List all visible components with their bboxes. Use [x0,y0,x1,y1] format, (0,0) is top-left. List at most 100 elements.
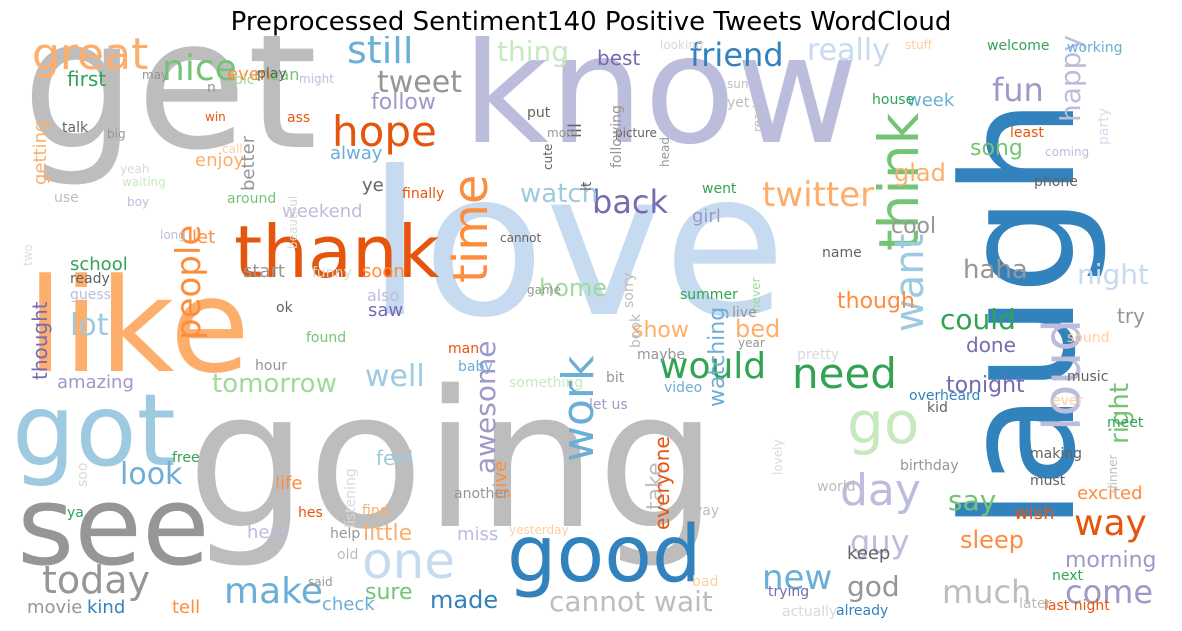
word-head: head [658,136,672,167]
word-listening: listening [343,467,359,528]
word-go: go [847,389,920,457]
word-n: n [207,80,216,96]
word-keep: keep [847,543,891,564]
word-went: went [702,181,737,197]
word-home: home [539,274,608,302]
word-even: even [227,64,272,85]
word-working: working [1067,40,1123,56]
word-bad: bad [692,574,719,590]
word-meet: meet [1107,415,1144,431]
word-morning: morning [1065,548,1157,573]
word-tomorrow: tomorrow [212,369,337,399]
word-done: done [966,333,1016,357]
word-hope: hope [332,107,437,156]
word-bit: bit [606,370,625,386]
word-best: best [597,46,641,70]
word-like: like [27,250,250,402]
word-mom: mom [547,126,578,140]
word-sun: sun [727,77,749,91]
word-phone: phone [1034,174,1078,190]
word-cool: cool [891,214,937,239]
word-made: made [430,586,499,614]
word-said: said [308,575,333,589]
word-old: old [337,547,359,563]
word-pretty: pretty [797,347,840,363]
word-party: party [1096,108,1112,145]
word-going: going [187,350,718,571]
word-next: next [1052,568,1084,584]
word-something: something [509,375,584,391]
word-week: week [907,90,955,111]
word-getting: getting [30,120,51,185]
wordcloud-title: Preprocessed Sentiment140 Positive Tweet… [230,7,952,37]
word-see: see [17,462,210,590]
word-world: world [817,479,856,495]
word-sorry: sorry [621,272,637,308]
word-boy: boy [127,195,150,209]
word-baby: baby [458,359,493,375]
word-guy: guy [850,523,910,561]
word-want: want [887,233,933,332]
word-find: find [362,503,389,519]
word-day: day [840,465,921,516]
word-tell: tell [172,597,201,618]
word-really: really [807,36,890,68]
word-already: already [836,603,889,619]
word-get: get [22,36,318,190]
word-know: know [462,36,859,178]
word-win: win [205,110,226,124]
word-soo: soo [75,462,91,488]
word-movie: movie [27,597,83,618]
word-could: could [940,303,1016,336]
word-also: also [367,286,400,305]
word-funny: funny [312,265,352,281]
word-tonight: tonight [946,373,1025,398]
word-finally: finally [402,186,445,202]
word-least: least [1010,125,1044,141]
word-actually: actually [782,604,838,620]
word-may: may [142,68,169,82]
word-girl: girl [692,206,721,227]
word-ye: ye [362,175,384,196]
word-good: good [507,510,702,600]
word-right: right [1105,382,1135,444]
word-love: love [367,129,787,362]
word-miss: miss [457,524,499,545]
word-check: check [322,594,375,615]
word-thank: thank [234,210,440,294]
word-play: play [257,66,287,82]
word-around: around [227,191,277,207]
word-god: god [847,570,900,603]
word-show: show [632,318,689,343]
word-let-us: let us [589,397,628,413]
word-saw: saw [368,300,404,321]
word-following: following [609,104,625,168]
word-year: year [738,336,765,350]
word-sure: sure [365,580,413,605]
word-night: night [1077,258,1150,291]
word-bed: bed [735,315,781,343]
word-ready: ready [70,271,110,287]
word-put: put [527,105,551,121]
word-cannot: cannot [500,231,542,245]
word-welcome: welcome [987,38,1050,54]
word-great: great [32,36,149,80]
word-stuff: stuff [905,38,932,52]
word-maybe: maybe [637,347,686,363]
wordcloud-canvas: love get know laugh going like see got thank good… [12,36,1170,624]
word-song: song [970,136,1023,161]
word-hes: hes [298,505,323,521]
word-read: read [751,104,765,132]
word-looking: looking [660,38,704,52]
word-one: one [362,532,456,590]
word-yet: yet [727,95,750,111]
word-ever: ever [1052,393,1084,409]
word-haha: haha [963,255,1028,285]
word-soon: soon [362,261,405,282]
word-video: video [664,380,703,396]
word-game: game [527,283,562,297]
word-glad: glad [894,159,946,187]
word-would: would [659,346,767,387]
word-life: life [275,473,303,494]
word-though: though [837,289,915,314]
